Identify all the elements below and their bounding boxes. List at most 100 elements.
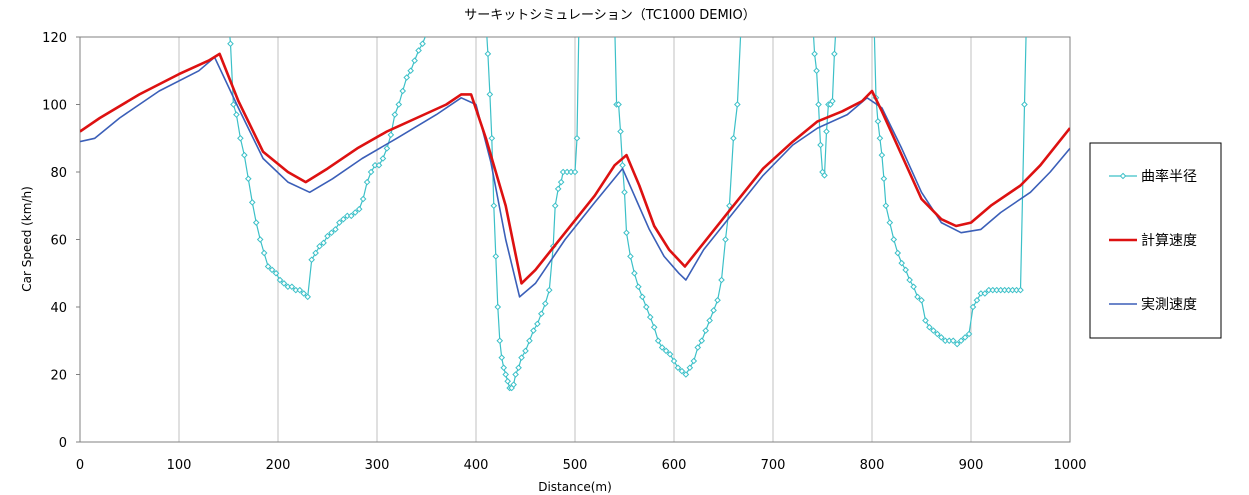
x-tick-labels: 0 100 200 300 400 500 600 700 800 900 1000 bbox=[76, 458, 1087, 473]
data-point-marker bbox=[874, 118, 882, 125]
data-point-marker bbox=[686, 364, 694, 372]
data-point-marker bbox=[557, 178, 565, 186]
data-point-marker bbox=[490, 202, 498, 210]
data-point-marker bbox=[678, 367, 686, 375]
data-point-marker bbox=[646, 313, 654, 321]
data-point-marker bbox=[526, 337, 533, 345]
y-axis-label: Car Speed (km/h) bbox=[20, 186, 34, 292]
data-point-marker bbox=[662, 347, 670, 355]
data-point-marker bbox=[340, 215, 347, 223]
x-tick-label: 900 bbox=[959, 458, 984, 473]
data-point-marker bbox=[882, 202, 890, 210]
data-point-marker bbox=[722, 236, 729, 243]
data-point-marker bbox=[910, 283, 917, 291]
data-point-marker bbox=[670, 357, 678, 365]
data-point-marker bbox=[930, 327, 937, 334]
data-point-marker bbox=[515, 364, 522, 372]
data-point-marker bbox=[359, 195, 367, 203]
data-point-marker bbox=[734, 101, 741, 108]
data-point-marker bbox=[272, 269, 280, 277]
data-point-marker bbox=[276, 276, 284, 284]
x-tick-label: 0 bbox=[76, 458, 84, 473]
data-point-marker bbox=[815, 101, 822, 108]
data-point-marker bbox=[534, 320, 541, 328]
data-point-marker bbox=[635, 283, 642, 291]
data-point-marker bbox=[1017, 286, 1024, 294]
data-point-marker bbox=[502, 371, 510, 378]
data-point-marker bbox=[898, 259, 906, 267]
y-tick-label: 60 bbox=[50, 234, 67, 249]
data-point-marker bbox=[419, 40, 426, 48]
data-point-marker bbox=[654, 337, 662, 345]
data-point-marker bbox=[730, 134, 737, 142]
data-point-marker bbox=[878, 151, 886, 159]
data-point-marker bbox=[387, 131, 395, 139]
series-layer bbox=[80, 37, 1070, 392]
data-point-marker bbox=[817, 141, 824, 149]
data-point-marker bbox=[256, 236, 264, 243]
data-point-marker bbox=[714, 296, 721, 304]
data-point-marker bbox=[296, 286, 304, 294]
x-tick-label: 600 bbox=[662, 458, 687, 473]
data-point-marker bbox=[486, 91, 494, 98]
data-point-marker bbox=[324, 232, 331, 240]
data-point-marker bbox=[961, 334, 969, 341]
data-point-marker bbox=[811, 50, 818, 58]
data-point-marker bbox=[328, 229, 335, 237]
data-point-marker bbox=[411, 57, 418, 64]
data-point-marker bbox=[399, 87, 407, 95]
data-point-marker bbox=[530, 327, 537, 334]
x-tick-label: 300 bbox=[365, 458, 390, 473]
data-point-marker bbox=[492, 253, 500, 260]
data-point-marker bbox=[922, 317, 929, 324]
data-point-marker bbox=[280, 280, 288, 287]
data-point-marker bbox=[237, 134, 244, 142]
data-point-marker bbox=[241, 151, 248, 159]
y-tick-labels: 0 20 40 60 80 100 120 bbox=[42, 31, 80, 451]
x-axis-label: Distance(m) bbox=[538, 480, 612, 494]
data-point-marker bbox=[488, 134, 496, 142]
data-point-marker bbox=[407, 67, 414, 75]
data-point-marker bbox=[551, 202, 559, 210]
series-line-2 bbox=[80, 52, 1070, 285]
data-point-marker bbox=[706, 317, 713, 324]
data-point-marker bbox=[391, 111, 399, 118]
data-point-marker bbox=[957, 337, 965, 345]
x-tick-label: 1000 bbox=[1053, 458, 1086, 473]
data-point-marker bbox=[518, 354, 525, 361]
data-point-marker bbox=[484, 50, 492, 58]
data-point-marker bbox=[496, 337, 504, 345]
data-point-marker bbox=[902, 266, 909, 274]
data-point-marker bbox=[918, 296, 925, 304]
data-point-marker bbox=[666, 350, 674, 358]
legend-label: 計算速度 bbox=[1141, 233, 1197, 249]
data-point-marker bbox=[829, 97, 836, 105]
data-point-marker bbox=[617, 128, 624, 135]
data-point-marker bbox=[554, 185, 562, 193]
y-tick-label: 0 bbox=[59, 436, 67, 451]
data-point-marker bbox=[627, 253, 634, 260]
data-point-marker bbox=[233, 111, 240, 118]
data-point-marker bbox=[500, 364, 508, 372]
y-tick-label: 40 bbox=[50, 301, 67, 316]
data-point-marker bbox=[415, 47, 422, 54]
data-point-marker bbox=[367, 168, 375, 176]
x-tick-label: 100 bbox=[167, 458, 192, 473]
data-point-marker bbox=[312, 249, 319, 257]
x-tick-label: 400 bbox=[464, 458, 489, 473]
data-point-marker bbox=[965, 330, 973, 338]
data-point-marker bbox=[876, 134, 884, 142]
data-point-marker bbox=[953, 340, 961, 348]
legend-marker bbox=[1119, 172, 1127, 180]
data-point-marker bbox=[383, 145, 391, 152]
chart-title: サーキットシミュレーション（TC1000 DEMIO） bbox=[464, 8, 755, 23]
data-point-marker bbox=[320, 239, 327, 247]
data-point-marker bbox=[906, 276, 913, 284]
data-point-marker bbox=[682, 371, 690, 378]
data-point-marker bbox=[264, 263, 272, 270]
data-point-marker bbox=[332, 226, 339, 233]
y-tick-label: 120 bbox=[42, 31, 67, 46]
data-point-marker bbox=[658, 344, 666, 351]
